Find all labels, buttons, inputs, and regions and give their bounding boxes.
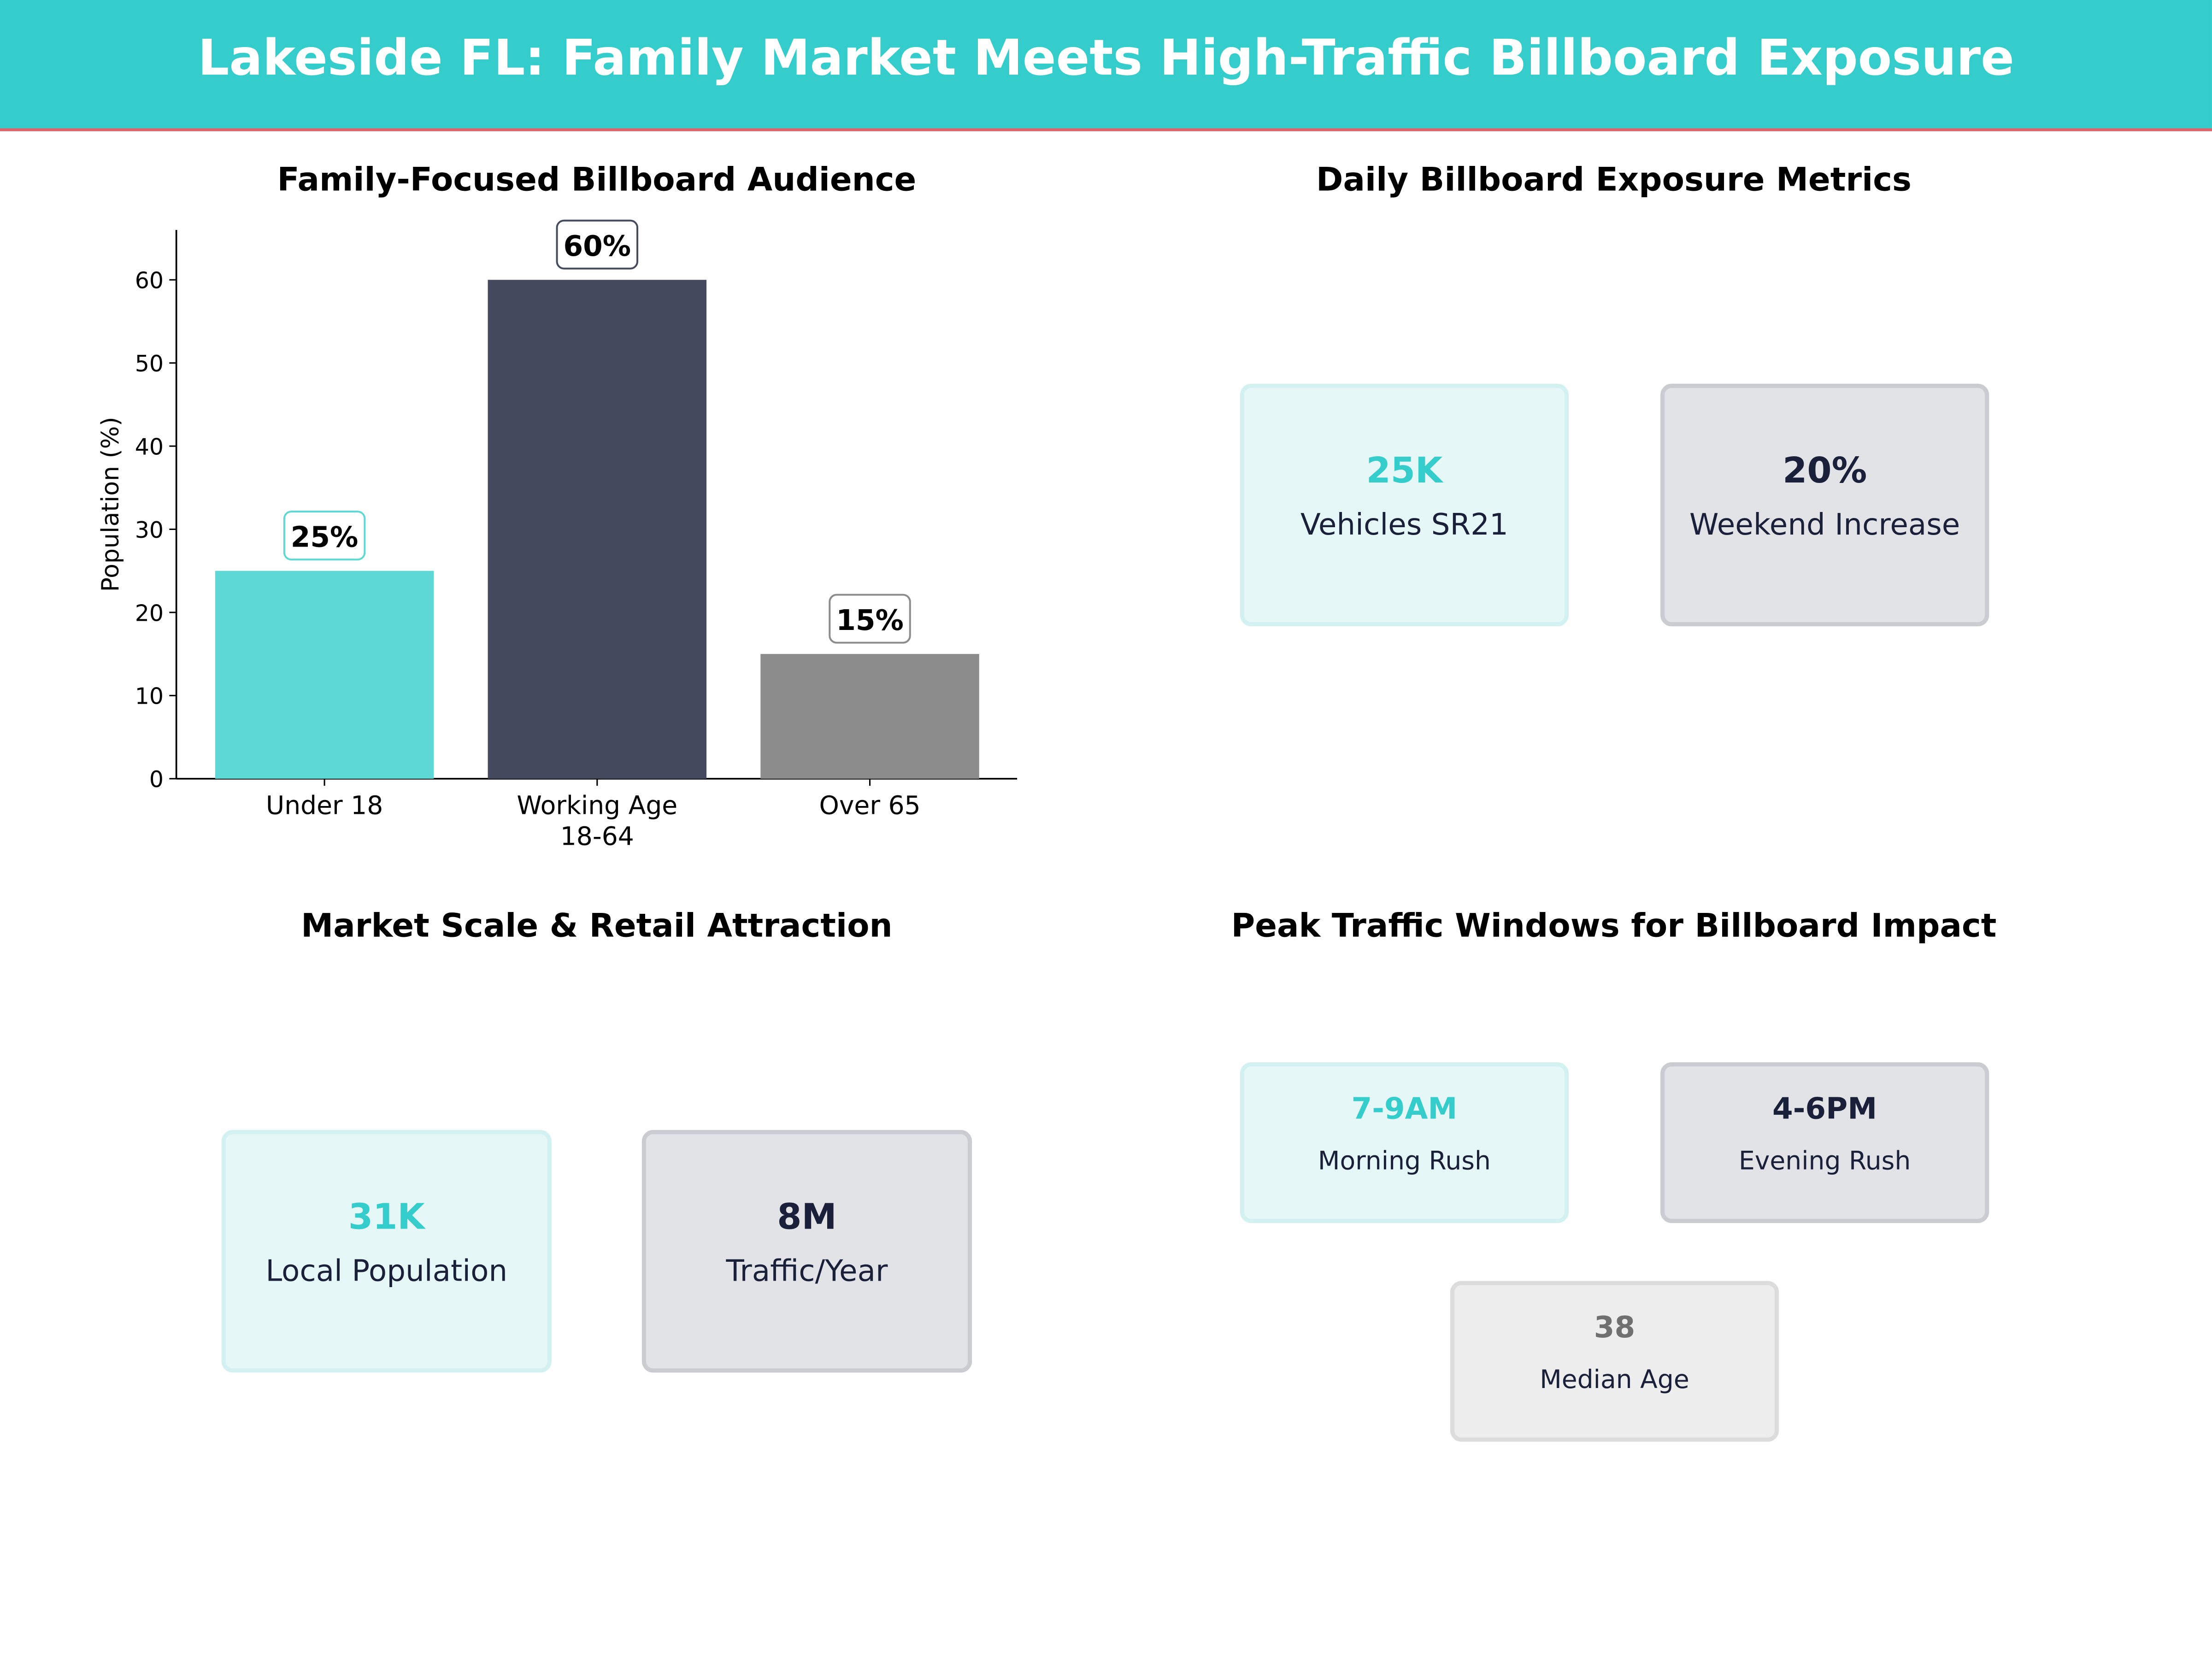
bar-chart-title: Family-Focused Billboard Audience xyxy=(277,162,917,199)
metric-card-median-age: 38 Median Age xyxy=(1450,1281,1779,1442)
y-tick-label: 50 xyxy=(135,351,164,377)
y-axis-label: Population (%) xyxy=(97,417,124,592)
data-label-box xyxy=(283,511,366,561)
x-tick-label: Over 65 xyxy=(819,790,920,820)
y-tick-label: 30 xyxy=(135,517,164,543)
metric-card-traffic: 8M Traffic/Year xyxy=(641,1130,972,1373)
metric-label: Weekend Increase xyxy=(1689,508,1960,542)
metric-card-weekend: 20% Weekend Increase xyxy=(1660,383,1989,627)
metric-label: Morning Rush xyxy=(1318,1147,1491,1177)
bar-chart: 0 10 20 30 40 50 60 Population (%) Under 18 25% Wo… xyxy=(97,219,1018,851)
metric-label: Traffic/Year xyxy=(726,1254,888,1288)
metric-label: Local Population xyxy=(265,1254,508,1288)
metric-value: 4-6PM xyxy=(1772,1092,1877,1126)
page-title: Lakeside FL: Family Market Meets High-Tr… xyxy=(198,31,2014,88)
metric-card-vehicles: 25K Vehicles SR21 xyxy=(1240,383,1569,627)
metric-label: Vehicles SR21 xyxy=(1300,508,1508,542)
x-tick-label: 18-64 xyxy=(560,822,634,851)
metric-card-evening: 4-6PM Evening Rush xyxy=(1660,1062,1989,1224)
header-banner: Lakeside FL: Family Market Meets High-Tr… xyxy=(0,0,2212,131)
metric-value: 25K xyxy=(1366,450,1443,491)
y-tick-label: 10 xyxy=(135,683,164,710)
bar-0 xyxy=(215,571,434,779)
x-tick-label: Working Age xyxy=(517,790,677,820)
data-label: 15% xyxy=(836,604,904,637)
metric-value: 38 xyxy=(1594,1310,1635,1345)
metric-label: Median Age xyxy=(1540,1365,1689,1395)
data-label: 60% xyxy=(564,230,631,263)
bar-1 xyxy=(488,280,707,779)
exposure-title: Daily Billboard Exposure Metrics xyxy=(1316,162,1912,199)
bar-2 xyxy=(760,654,979,779)
market-title: Market Scale & Retail Attraction xyxy=(301,908,893,946)
metric-value: 31K xyxy=(348,1196,425,1237)
peak-title: Peak Traffic Windows for Billboard Impac… xyxy=(1231,908,1997,946)
metric-value: 8M xyxy=(777,1196,837,1237)
data-label-box xyxy=(829,594,911,644)
y-tick-label: 20 xyxy=(135,600,164,626)
metric-card-morning: 7-9AM Morning Rush xyxy=(1240,1062,1569,1224)
metric-card-population: 31K Local Population xyxy=(221,1130,552,1373)
metric-value: 20% xyxy=(1783,450,1867,491)
y-tick-label: 0 xyxy=(149,766,164,793)
data-label-box xyxy=(556,219,639,270)
metric-label: Evening Rush xyxy=(1738,1147,1911,1177)
x-tick-label: Under 18 xyxy=(266,790,383,820)
data-label: 25% xyxy=(291,521,359,554)
y-tick-label: 40 xyxy=(135,434,164,460)
y-tick-label: 60 xyxy=(135,268,164,294)
metric-value: 7-9AM xyxy=(1351,1092,1458,1126)
